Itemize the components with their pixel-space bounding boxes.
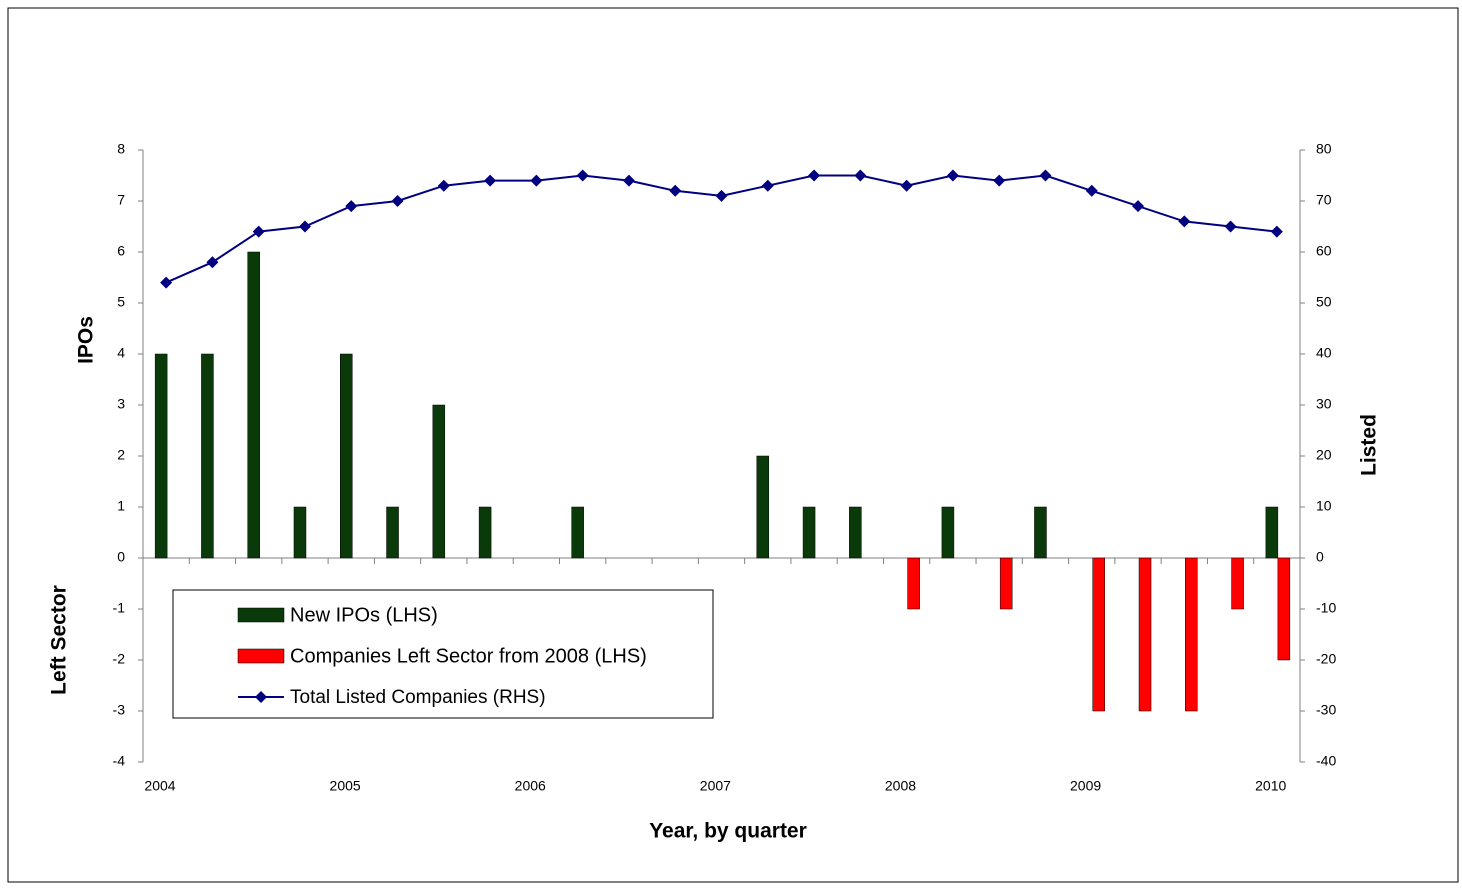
chart-frame — [7, 7, 1459, 883]
bar — [293, 506, 307, 559]
y-tick-label: 2 — [117, 447, 125, 463]
marker — [298, 220, 311, 233]
bar — [802, 506, 816, 559]
marker — [761, 179, 774, 192]
x-tick-label: 2004 — [144, 778, 175, 794]
y-tick-label: 8 — [117, 141, 125, 157]
y2-tick-label: 0 — [1316, 549, 1324, 565]
marker — [206, 256, 219, 269]
y-tick-label: 6 — [117, 243, 125, 259]
y2-tick-label: -20 — [1316, 651, 1336, 667]
y2-tick-label: -40 — [1316, 753, 1336, 769]
bar — [1265, 506, 1279, 559]
x-tick-label: 2008 — [885, 778, 916, 794]
legend-label: Total Listed Companies (RHS) — [290, 687, 546, 708]
bar — [386, 506, 399, 559]
x-tick-label: 2009 — [1070, 778, 1101, 794]
marker — [252, 225, 265, 238]
x-axis-title: Year, by quarter — [649, 820, 807, 843]
marker — [1085, 184, 1098, 197]
bar — [154, 353, 168, 559]
y-axis-title-lower: Left Sector — [48, 585, 71, 695]
y-tick-label: 3 — [117, 396, 125, 412]
bar — [247, 251, 260, 559]
bar — [1277, 557, 1291, 661]
bar — [340, 353, 353, 559]
marker — [576, 169, 589, 182]
marker — [946, 169, 959, 182]
marker — [160, 276, 173, 289]
marker — [808, 169, 821, 182]
bar — [478, 506, 492, 559]
y-tick-label: 7 — [117, 192, 125, 208]
y2-axis-title: Listed — [1358, 414, 1381, 476]
y2-tick-label: 10 — [1316, 498, 1332, 514]
y2-tick-label: -10 — [1316, 600, 1336, 616]
marker — [669, 184, 682, 197]
marker — [1270, 225, 1283, 238]
y-tick-label: -3 — [113, 702, 126, 718]
legend-swatch — [237, 607, 285, 623]
bar — [1138, 557, 1152, 712]
y-tick-label: -1 — [113, 600, 126, 616]
y2-tick-label: 30 — [1316, 396, 1332, 412]
legend-label: New IPOs (LHS) — [290, 604, 438, 626]
y-tick-label: 5 — [117, 294, 125, 310]
legend-marker — [255, 691, 267, 703]
bar — [907, 557, 920, 610]
y2-tick-label: 80 — [1316, 141, 1332, 157]
marker — [345, 200, 358, 213]
bar — [999, 557, 1013, 610]
y2-tick-label: 20 — [1316, 447, 1332, 463]
marker — [437, 179, 450, 192]
marker — [1132, 200, 1145, 213]
y2-tick-label: 50 — [1316, 294, 1332, 310]
y2-tick-label: 40 — [1316, 345, 1332, 361]
x-tick-label: 2005 — [330, 778, 361, 794]
bar — [941, 506, 955, 559]
bar — [849, 506, 862, 559]
x-tick-label: 2007 — [700, 778, 731, 794]
marker — [530, 174, 543, 187]
y2-tick-label: 70 — [1316, 192, 1332, 208]
bar — [1092, 557, 1105, 712]
y2-tick-label: -30 — [1316, 702, 1336, 718]
x-tick-label: 2010 — [1255, 778, 1286, 794]
marker — [1039, 169, 1052, 182]
marker — [622, 174, 635, 187]
y-tick-label: -4 — [113, 753, 126, 769]
marker — [854, 169, 867, 182]
y2-tick-label: 60 — [1316, 243, 1332, 259]
marker — [715, 189, 728, 202]
bar — [571, 506, 584, 559]
bar — [756, 455, 770, 559]
marker — [391, 195, 404, 207]
bar — [1185, 557, 1198, 712]
bar — [432, 404, 446, 559]
y-axis-title: IPOs — [75, 316, 98, 364]
marker — [993, 174, 1006, 187]
marker — [1178, 215, 1191, 228]
marker — [900, 179, 913, 192]
y-tick-label: 4 — [117, 345, 125, 361]
y-tick-label: 1 — [117, 498, 125, 514]
marker — [1224, 220, 1237, 233]
x-tick-label: 2006 — [515, 778, 546, 794]
marker — [484, 174, 497, 187]
legend-label: Companies Left Sector from 2008 (LHS) — [290, 645, 647, 667]
bar — [201, 353, 214, 559]
y-tick-label: -2 — [113, 651, 126, 667]
legend-swatch — [237, 648, 285, 664]
bar — [1034, 506, 1047, 559]
y-tick-label: 0 — [117, 549, 125, 565]
bar — [1231, 557, 1244, 610]
